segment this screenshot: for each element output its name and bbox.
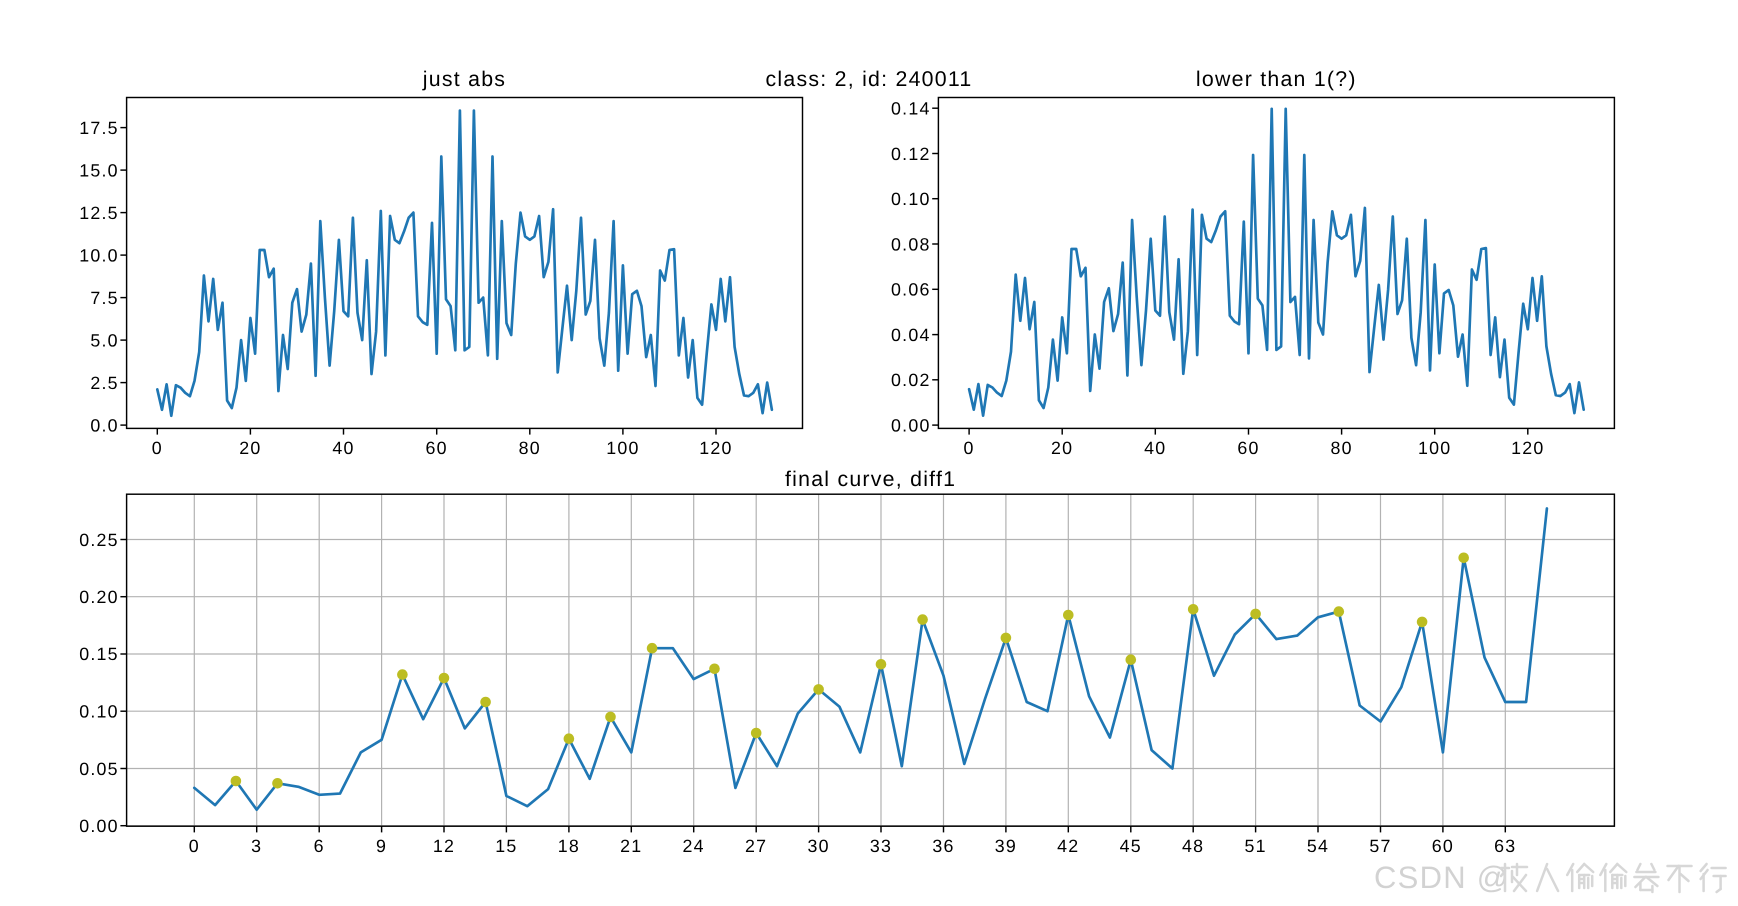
svg-text:0.00: 0.00 [891,415,931,435]
svg-text:0.06: 0.06 [891,280,931,300]
svg-text:36: 36 [932,836,954,856]
svg-text:0.05: 0.05 [79,759,119,779]
svg-text:3: 3 [251,836,262,856]
svg-text:15.0: 15.0 [79,160,119,180]
svg-text:33: 33 [870,836,892,856]
svg-text:120: 120 [1511,438,1544,458]
svg-text:24: 24 [683,836,705,856]
svg-text:17.5: 17.5 [79,118,119,138]
svg-text:57: 57 [1369,836,1391,856]
svg-text:class: 2, id: 240011: class: 2, id: 240011 [766,67,973,91]
svg-text:final curve, diff1: final curve, diff1 [785,467,956,491]
svg-text:60: 60 [1432,836,1454,856]
svg-text:12.5: 12.5 [79,203,119,223]
svg-text:100: 100 [606,438,639,458]
svg-text:100: 100 [1418,438,1451,458]
svg-text:40: 40 [332,438,354,458]
svg-text:0.10: 0.10 [891,189,931,209]
svg-text:just abs: just abs [422,67,506,91]
svg-text:7.5: 7.5 [90,288,118,308]
svg-text:51: 51 [1244,836,1266,856]
svg-text:12: 12 [433,836,455,856]
svg-text:80: 80 [1330,438,1352,458]
svg-text:0.10: 0.10 [79,702,119,722]
svg-text:39: 39 [995,836,1017,856]
svg-text:0.04: 0.04 [891,325,931,345]
svg-text:0.14: 0.14 [891,99,931,119]
svg-text:0.12: 0.12 [891,144,931,164]
svg-text:20: 20 [1051,438,1073,458]
svg-text:0.15: 0.15 [79,644,119,664]
svg-text:42: 42 [1057,836,1079,856]
svg-text:9: 9 [376,836,387,856]
svg-text:63: 63 [1494,836,1516,856]
svg-text:CSDN @: CSDN @ [1374,860,1509,895]
svg-text:6: 6 [314,836,325,856]
svg-text:18: 18 [558,836,580,856]
svg-text:60: 60 [1237,438,1259,458]
svg-text:0.0: 0.0 [90,415,118,435]
svg-text:21: 21 [620,836,642,856]
svg-text:2.5: 2.5 [90,373,118,393]
svg-text:20: 20 [239,438,261,458]
svg-text:60: 60 [426,438,448,458]
svg-text:0.02: 0.02 [891,370,931,390]
svg-text:48: 48 [1182,836,1204,856]
svg-text:40: 40 [1144,438,1166,458]
svg-text:0: 0 [152,438,163,458]
svg-text:30: 30 [807,836,829,856]
svg-text:0: 0 [964,438,975,458]
svg-text:54: 54 [1307,836,1329,856]
svg-text:80: 80 [519,438,541,458]
svg-text:15: 15 [495,836,517,856]
svg-text:0: 0 [189,836,200,856]
svg-text:0.25: 0.25 [79,530,119,550]
svg-text:27: 27 [745,836,767,856]
svg-text:45: 45 [1120,836,1142,856]
svg-text:0.20: 0.20 [79,587,119,607]
svg-text:120: 120 [699,438,732,458]
svg-text:0.08: 0.08 [891,234,931,254]
svg-text:lower than 1(?): lower than 1(?) [1196,67,1357,91]
svg-text:0.00: 0.00 [79,816,119,836]
svg-text:5.0: 5.0 [90,330,118,350]
svg-text:10.0: 10.0 [79,245,119,265]
